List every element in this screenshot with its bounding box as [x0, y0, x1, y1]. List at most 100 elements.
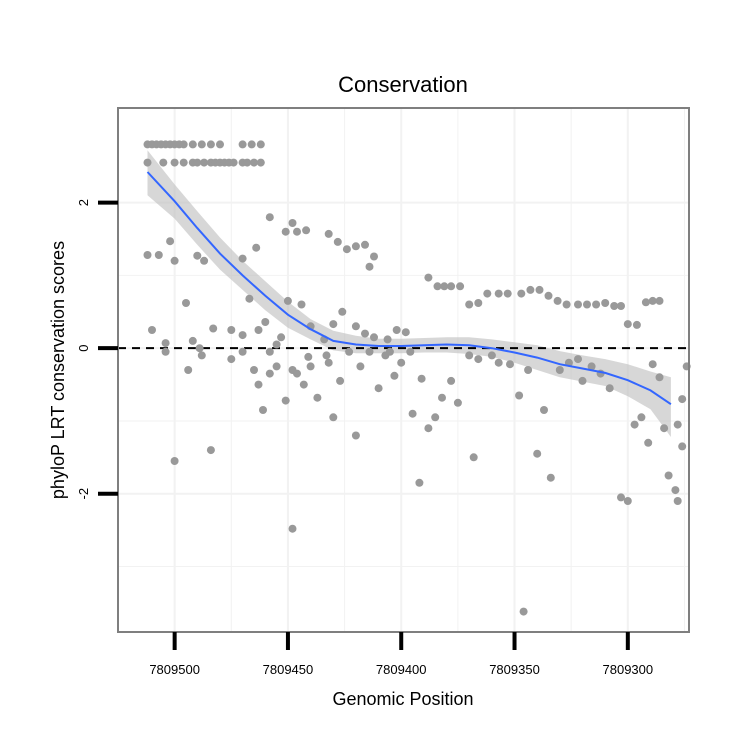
data-point	[179, 140, 188, 149]
data-point	[329, 413, 338, 422]
data-point	[535, 285, 544, 294]
data-point	[370, 252, 378, 261]
data-point	[265, 213, 274, 222]
data-point	[197, 351, 206, 360]
data-points	[143, 140, 691, 616]
data-point	[465, 300, 474, 309]
data-point	[179, 158, 188, 167]
data-point	[506, 360, 514, 369]
data-point	[245, 294, 254, 303]
data-point	[195, 344, 204, 353]
data-point	[351, 242, 360, 251]
x-tick-label: 7809450	[263, 662, 314, 677]
data-point	[229, 158, 238, 167]
data-point	[227, 326, 236, 334]
data-point	[587, 362, 596, 371]
data-point	[408, 409, 417, 418]
data-point	[524, 366, 533, 374]
data-point	[281, 227, 290, 236]
data-point	[351, 431, 360, 440]
data-point	[324, 358, 333, 367]
data-point	[533, 449, 542, 458]
data-point	[678, 395, 687, 404]
data-point	[329, 320, 338, 329]
data-point	[365, 262, 374, 271]
data-point	[247, 140, 256, 149]
y-tick-label: 2	[76, 199, 91, 206]
data-point	[517, 289, 526, 298]
data-point	[385, 347, 394, 356]
data-point	[383, 335, 392, 344]
data-point	[170, 158, 179, 167]
x-tick-label: 7809300	[603, 662, 654, 677]
data-point	[313, 393, 322, 402]
data-point	[617, 302, 625, 310]
y-axis-title: phyloP LRT conservation scores	[48, 241, 68, 499]
data-point	[655, 296, 664, 305]
data-point	[540, 406, 548, 414]
confidence-ribbon	[147, 150, 671, 437]
data-point	[265, 369, 274, 378]
data-point	[322, 351, 331, 360]
data-point	[188, 336, 197, 345]
data-point	[494, 358, 503, 367]
data-point	[424, 273, 433, 282]
data-point	[254, 380, 263, 389]
data-point	[630, 420, 639, 429]
data-point	[417, 374, 426, 383]
data-point	[333, 237, 342, 246]
data-point	[641, 298, 650, 307]
data-point	[166, 237, 175, 246]
x-axis: 7809500 7809450 7809400 7809350 7809300	[149, 632, 653, 677]
x-tick-label: 7809400	[376, 662, 427, 677]
y-axis: 2 0 -2	[76, 199, 118, 500]
data-point	[562, 300, 571, 309]
data-point	[578, 376, 587, 385]
smooth-curve	[146, 171, 672, 406]
data-point	[601, 299, 610, 307]
data-point	[159, 158, 168, 167]
data-point	[664, 471, 673, 480]
data-point	[655, 373, 664, 382]
data-point	[324, 229, 333, 238]
data-point	[390, 371, 399, 380]
data-point	[365, 347, 374, 356]
data-point	[474, 355, 483, 364]
chart-title: Conservation	[338, 72, 468, 97]
data-point	[644, 438, 653, 447]
data-point	[671, 486, 680, 495]
data-point	[143, 251, 152, 259]
data-point	[447, 282, 456, 291]
data-point	[546, 473, 555, 482]
data-point	[351, 322, 360, 331]
data-point	[227, 355, 236, 364]
data-point	[617, 493, 625, 502]
data-point	[281, 396, 290, 405]
data-point	[148, 326, 156, 334]
data-point	[544, 291, 553, 300]
data-point	[265, 347, 274, 356]
data-point	[250, 366, 258, 374]
data-point	[161, 347, 170, 356]
data-point	[553, 296, 562, 305]
data-point	[288, 524, 297, 533]
data-point	[433, 282, 442, 291]
confidence-band	[147, 150, 671, 437]
data-point	[182, 299, 190, 307]
data-point	[678, 442, 687, 451]
data-point	[238, 331, 247, 340]
data-point	[447, 376, 456, 385]
data-point	[272, 362, 281, 371]
data-point	[632, 320, 641, 329]
x-tick-label: 7809500	[149, 662, 200, 677]
data-point	[256, 158, 265, 167]
data-point	[170, 256, 179, 265]
data-point	[415, 478, 424, 487]
data-point	[161, 339, 170, 348]
data-point	[673, 420, 682, 429]
data-point	[193, 158, 202, 167]
data-point	[206, 140, 215, 149]
data-point	[288, 219, 297, 227]
data-point	[200, 256, 209, 265]
